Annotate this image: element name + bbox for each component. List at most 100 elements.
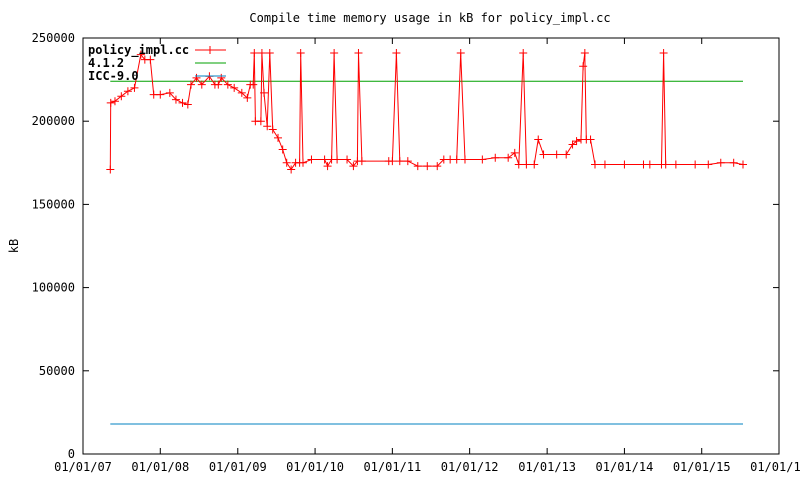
y-tick-label: 50000 xyxy=(39,364,75,378)
data-point xyxy=(349,162,358,171)
data-point xyxy=(223,80,232,89)
data-point xyxy=(504,153,513,162)
data-point xyxy=(514,160,523,169)
data-point xyxy=(282,158,291,167)
data-point xyxy=(178,98,187,107)
data-point xyxy=(186,80,195,89)
data-point xyxy=(510,148,519,157)
data-point xyxy=(586,135,595,144)
y-tick-label: 150000 xyxy=(32,197,75,211)
data-point xyxy=(691,160,700,169)
data-point xyxy=(343,155,352,164)
x-tick-label: 01/01/16 xyxy=(750,460,800,474)
data-point xyxy=(260,88,269,97)
data-point xyxy=(230,83,239,92)
data-point xyxy=(491,153,500,162)
data-point xyxy=(249,80,258,89)
data-point xyxy=(704,160,713,169)
data-point xyxy=(136,50,145,59)
data-point xyxy=(572,137,581,146)
data-point xyxy=(106,165,115,174)
data-point xyxy=(257,48,266,57)
y-tick-label: 0 xyxy=(68,447,75,461)
y-tick-label: 250000 xyxy=(32,31,75,45)
x-tick-label: 01/01/10 xyxy=(286,460,344,474)
data-point xyxy=(323,162,332,171)
data-point xyxy=(580,48,589,57)
data-point xyxy=(395,157,404,166)
series-line-policy-impl-cc xyxy=(109,52,744,171)
series-layer xyxy=(106,48,748,425)
data-point xyxy=(661,160,670,169)
data-point xyxy=(423,162,432,171)
data-point xyxy=(110,97,119,106)
data-point xyxy=(552,150,561,159)
data-point xyxy=(165,88,174,97)
data-point xyxy=(197,80,206,89)
chart-title: Compile time memory usage in kB for poli… xyxy=(249,11,610,25)
data-point xyxy=(388,157,397,166)
data-point xyxy=(192,73,201,82)
data-point xyxy=(237,88,246,97)
data-point xyxy=(214,80,223,89)
data-point xyxy=(265,48,274,57)
data-point xyxy=(243,93,252,102)
data-point xyxy=(392,48,401,57)
x-tick-label: 01/01/08 xyxy=(131,460,189,474)
data-point xyxy=(146,55,155,64)
x-tick-label: 01/01/11 xyxy=(363,460,421,474)
series-policy-impl-cc xyxy=(106,48,748,174)
data-point xyxy=(268,125,277,134)
data-point xyxy=(579,62,588,71)
data-point xyxy=(452,155,461,164)
data-point xyxy=(123,87,132,96)
data-point xyxy=(522,160,531,169)
data-point xyxy=(456,48,465,57)
data-point xyxy=(106,98,115,107)
data-point xyxy=(296,48,305,57)
data-point xyxy=(333,155,342,164)
data-point xyxy=(739,160,748,169)
data-point xyxy=(620,160,629,169)
legend-marker xyxy=(206,46,214,54)
x-tick-label: 01/01/12 xyxy=(441,460,499,474)
y-tick-label: 200000 xyxy=(32,114,75,128)
data-point xyxy=(590,160,599,169)
x-tick-label: 01/01/13 xyxy=(518,460,576,474)
x-tick-label: 01/01/15 xyxy=(673,460,731,474)
data-point xyxy=(530,160,539,169)
x-tick-label: 01/01/14 xyxy=(596,460,654,474)
data-point xyxy=(645,160,654,169)
data-point xyxy=(256,117,265,126)
data-point xyxy=(320,155,329,164)
data-point xyxy=(274,133,283,142)
legend-label-policy-impl-cc: policy_impl.cc xyxy=(88,43,189,58)
x-tick-label: 01/01/09 xyxy=(209,460,267,474)
data-point xyxy=(171,95,180,104)
data-point xyxy=(568,140,577,149)
data-point xyxy=(183,100,192,109)
data-point xyxy=(299,158,308,167)
data-point xyxy=(562,150,571,159)
data-point xyxy=(217,73,226,82)
data-point xyxy=(117,92,126,101)
legend-label-4-1-2: 4.1.2 xyxy=(88,56,124,70)
axis-ticks: 0 50000 100000 150000 200000 250000 01/01/07 01… xyxy=(32,31,800,474)
data-point xyxy=(307,155,316,164)
data-point xyxy=(600,160,609,169)
data-point xyxy=(519,48,528,57)
legend-label-icc-9-0: ICC-9.0 xyxy=(88,69,139,83)
data-point xyxy=(287,165,296,174)
data-point xyxy=(130,83,139,92)
data-point xyxy=(478,155,487,164)
data-point xyxy=(357,157,366,166)
data-point xyxy=(263,122,272,131)
y-tick-label: 100000 xyxy=(32,281,75,295)
y-axis-label: kB xyxy=(7,239,21,253)
data-point xyxy=(330,48,339,57)
data-point xyxy=(413,162,422,171)
data-point xyxy=(671,160,680,169)
data-point xyxy=(403,157,412,166)
